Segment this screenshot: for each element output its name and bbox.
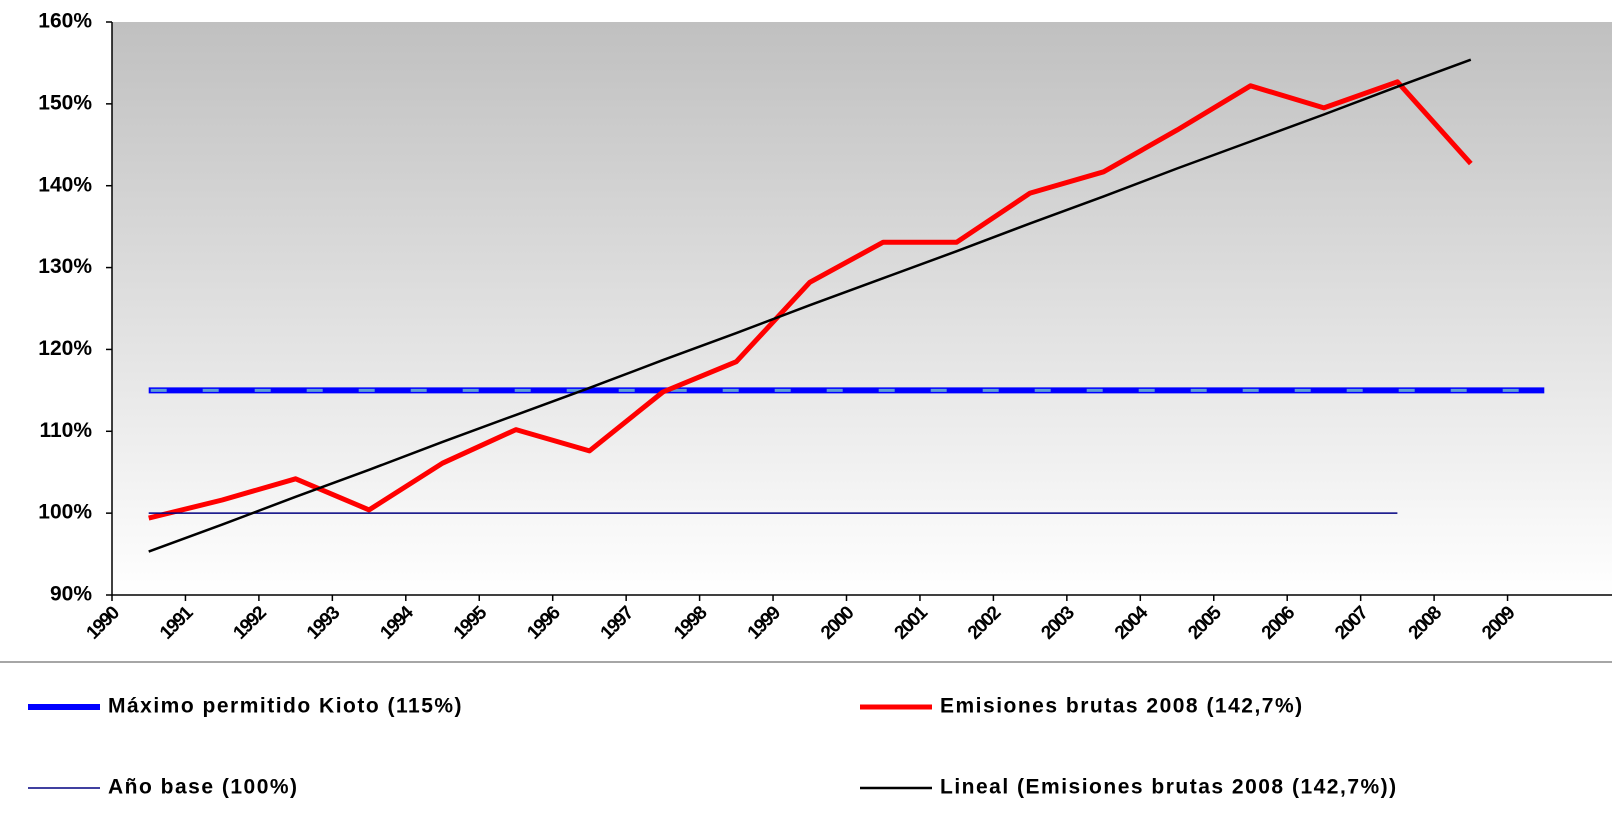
series-line xyxy=(148,58,1472,553)
y-tick-label: 100% xyxy=(38,501,92,524)
x-tick-label: 2002 xyxy=(964,603,1005,644)
x-tick-label: 1993 xyxy=(303,603,344,644)
x-tick-label: 2009 xyxy=(1478,603,1519,644)
legend-label: Año base (100%) xyxy=(108,776,299,799)
x-tick-label: 1995 xyxy=(450,602,492,644)
x-tick-label: 2006 xyxy=(1258,603,1299,644)
x-tick-label: 1999 xyxy=(744,603,785,644)
x-tick-label: 2001 xyxy=(891,602,933,644)
legend-label: Emisiones brutas 2008 (142,7%) xyxy=(940,695,1304,718)
series-line xyxy=(148,79,1473,521)
y-tick-label: 160% xyxy=(38,10,92,33)
x-tick-label: 2007 xyxy=(1331,603,1372,644)
x-tick-label: 1996 xyxy=(523,603,564,644)
x-tick-label: 1998 xyxy=(670,603,711,644)
y-tick-label: 110% xyxy=(39,419,92,442)
legend-label: Máximo permitido Kioto (115%) xyxy=(108,695,463,718)
y-tick-label: 120% xyxy=(38,337,92,360)
y-tick-label: 90% xyxy=(50,583,92,606)
x-tick-label: 1997 xyxy=(597,603,638,644)
x-tick-label: 2008 xyxy=(1405,603,1446,644)
x-tick-label: 2003 xyxy=(1037,603,1078,644)
x-tick-label: 1992 xyxy=(229,603,270,644)
x-tick-label: 1994 xyxy=(376,602,418,644)
x-tick-label: 2005 xyxy=(1184,602,1226,644)
plot-area xyxy=(112,22,1612,595)
x-tick-label: 2004 xyxy=(1111,602,1153,644)
x-tick-label: 1991 xyxy=(156,602,198,644)
legend-label: Lineal (Emisiones brutas 2008 (142,7%)) xyxy=(940,776,1398,799)
y-tick-label: 150% xyxy=(38,91,92,114)
x-tick-label: 1990 xyxy=(83,603,124,644)
y-tick-label: 140% xyxy=(38,173,92,196)
x-tick-label: 2000 xyxy=(817,603,858,644)
y-tick-label: 130% xyxy=(38,255,92,278)
